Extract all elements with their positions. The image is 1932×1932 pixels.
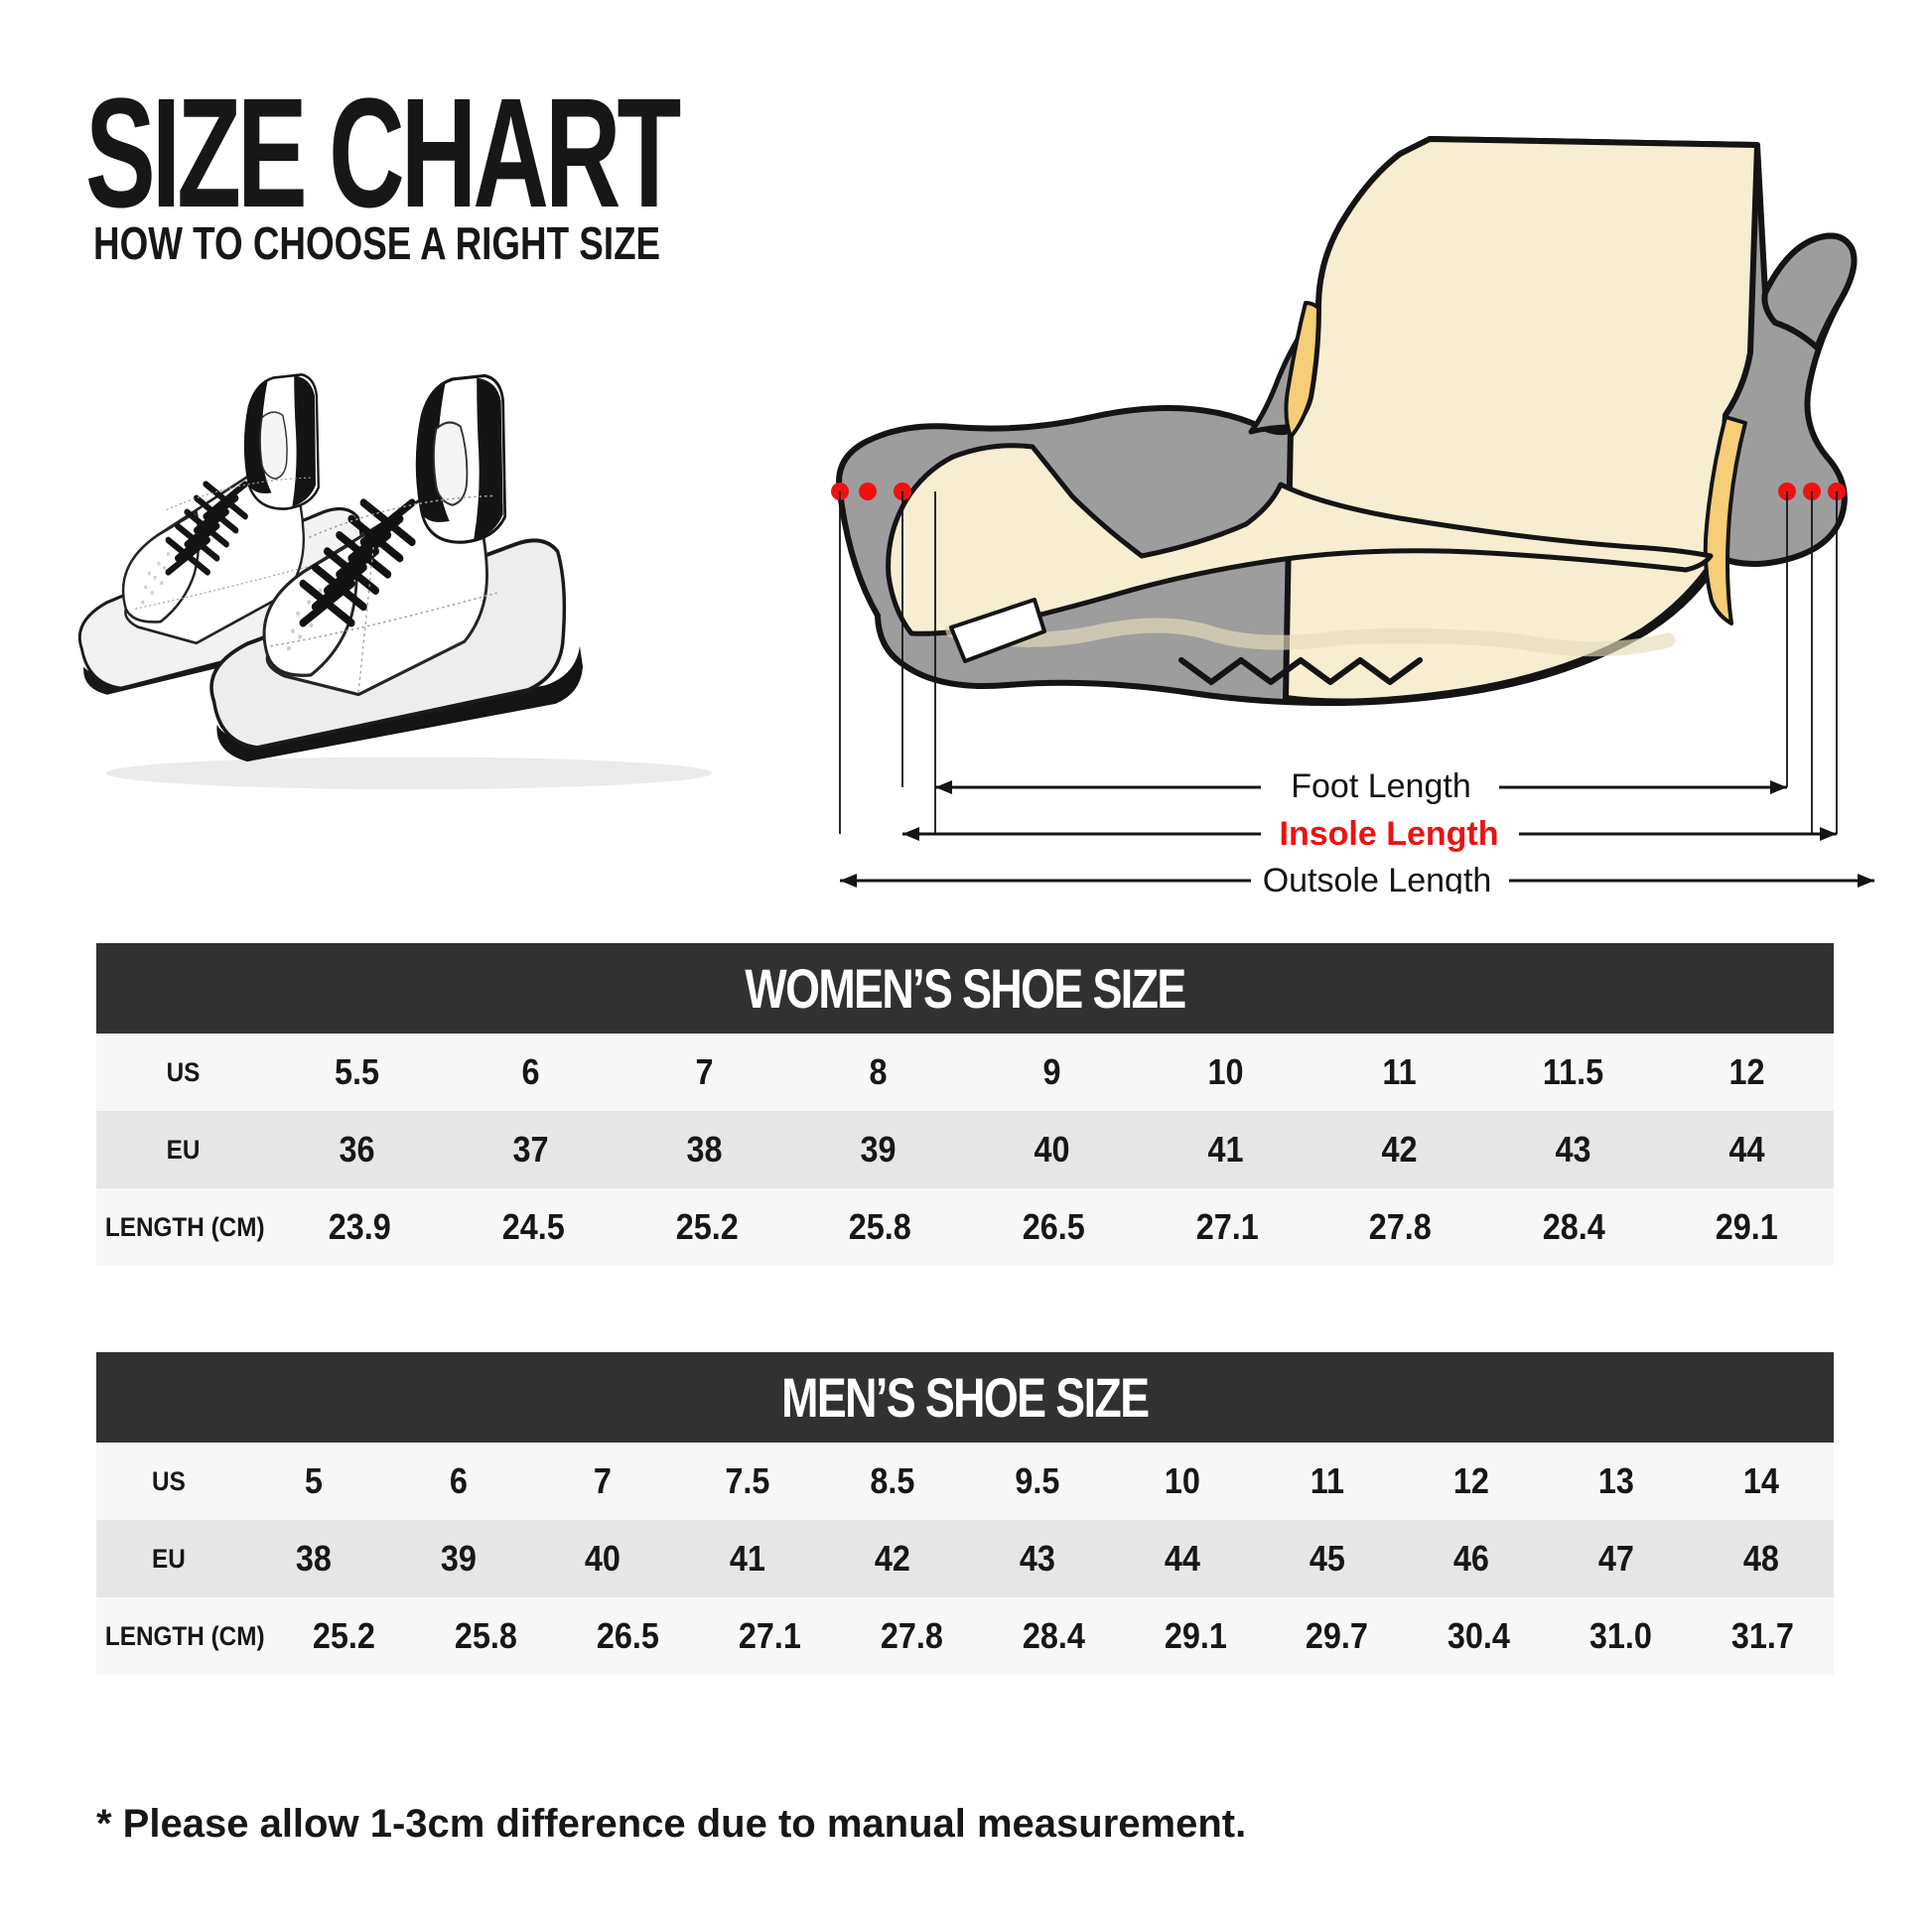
svg-text:Foot Length: Foot Length xyxy=(1291,767,1470,805)
svg-text:Insole Length: Insole Length xyxy=(1280,815,1499,853)
svg-text:Outsole Length: Outsole Length xyxy=(1263,862,1492,894)
